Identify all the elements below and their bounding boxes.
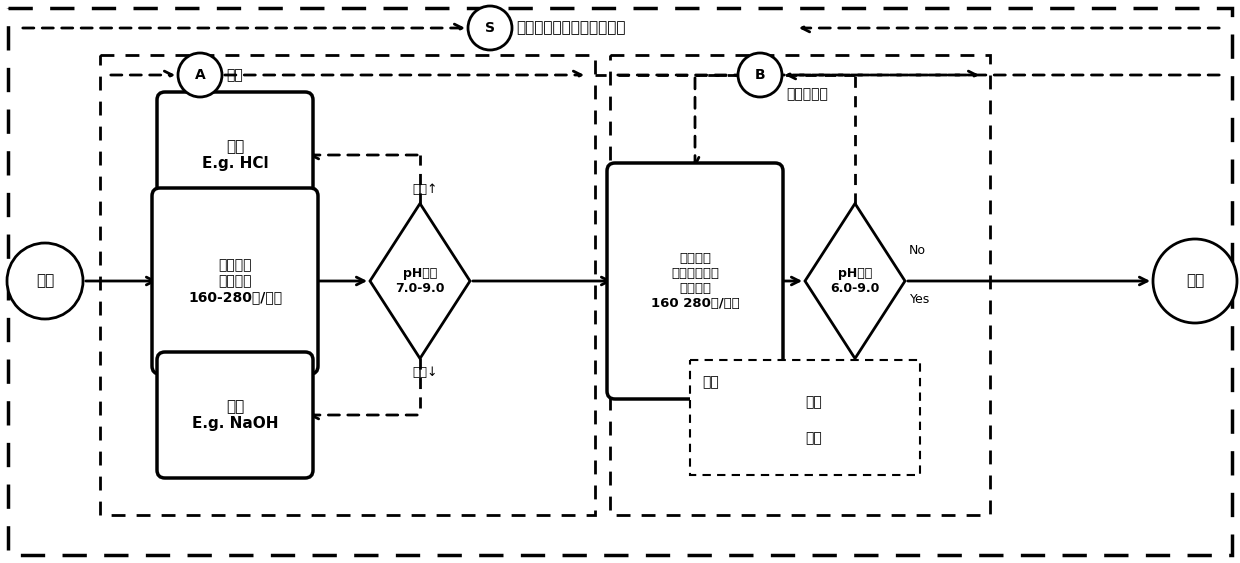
Text: B: B [755,68,765,82]
Circle shape [1153,239,1238,323]
Text: No: No [909,244,926,257]
Circle shape [738,53,782,97]
Text: 加酸
E.g. HCl: 加酸 E.g. HCl [202,139,268,171]
Text: S: S [485,21,495,35]
FancyBboxPatch shape [157,352,312,478]
Text: 偏高↑: 偏高↑ [412,183,438,196]
Circle shape [467,6,512,50]
FancyBboxPatch shape [157,92,312,218]
Circle shape [179,53,222,97]
Text: 综合调节
低速搅拌
160-280转/分钟: 综合调节 低速搅拌 160-280转/分钟 [188,258,281,304]
Text: pH检测
6.0-9.0: pH检测 6.0-9.0 [831,267,879,295]
Text: 污泥脱水浓缩处理基础工艺: 污泥脱水浓缩处理基础工艺 [516,20,625,35]
Text: 调节: 调节 [226,68,243,82]
Text: 进泥: 进泥 [36,274,55,288]
Text: 加碱
E.g. NaOH: 加碱 E.g. NaOH [192,399,278,431]
Polygon shape [805,203,905,359]
FancyBboxPatch shape [689,360,920,475]
Text: Yes: Yes [910,293,930,306]
FancyBboxPatch shape [153,188,317,374]
Text: 控制: 控制 [805,431,822,445]
Text: 加药控制
离子分离药剂
低速搅拌
160 280转/分钟: 加药控制 离子分离药剂 低速搅拌 160 280转/分钟 [651,252,739,310]
Text: 偏低↓: 偏低↓ [412,366,438,379]
Text: 反应和絮凝: 反应和絮凝 [786,87,828,101]
Text: 出泥: 出泥 [1185,274,1204,288]
Circle shape [7,243,83,319]
Polygon shape [370,203,470,359]
Text: 注：: 注： [702,375,719,389]
Text: A: A [195,68,206,82]
Text: pH检测
7.0-9.0: pH检测 7.0-9.0 [396,267,445,295]
Text: 泥流: 泥流 [805,395,822,409]
FancyBboxPatch shape [608,163,782,399]
